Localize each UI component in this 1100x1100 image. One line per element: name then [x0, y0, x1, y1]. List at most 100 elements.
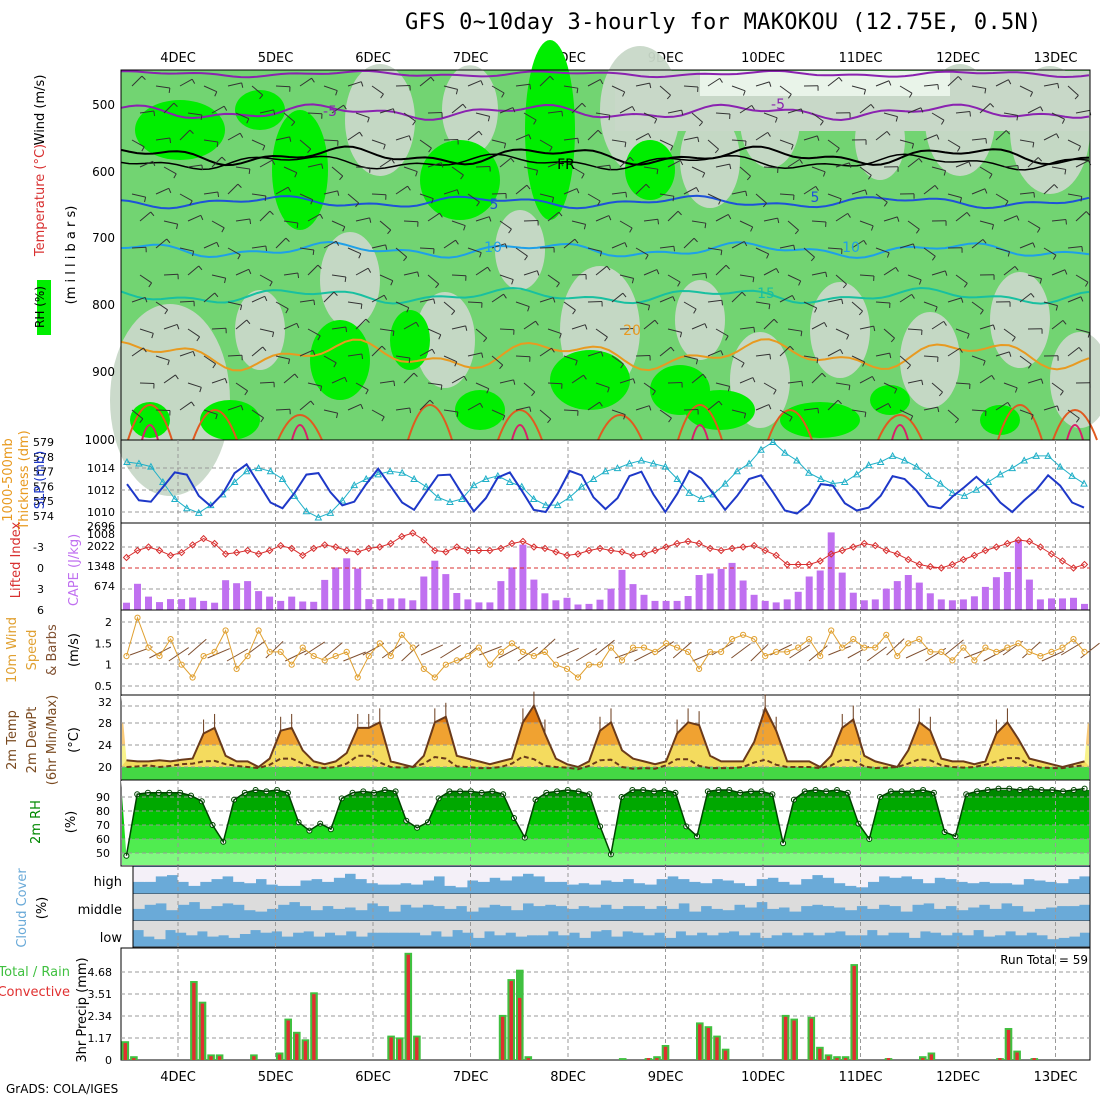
- cloud-gap: [633, 867, 646, 884]
- cloud-gap: [889, 867, 902, 878]
- cape-bar: [156, 602, 163, 610]
- rh-high-region: [390, 310, 430, 370]
- precip-convective-bar: [286, 1020, 290, 1060]
- cloud-gap: [255, 867, 268, 880]
- cape-bar: [662, 600, 670, 610]
- cloud-gap: [345, 921, 357, 932]
- cape-bar: [783, 599, 791, 610]
- cloud-gap: [218, 921, 230, 936]
- cloud-gap: [494, 921, 506, 936]
- cloud-gap: [685, 921, 698, 936]
- cloud-gap: [133, 921, 145, 931]
- temp-tick: 20: [98, 761, 112, 774]
- cape-bar: [486, 602, 494, 610]
- contour-label: -5: [771, 97, 785, 113]
- cloud-gap: [654, 921, 666, 933]
- precip-convective-bar: [252, 1056, 256, 1060]
- rh-high-region: [550, 350, 630, 410]
- cloud-gap: [222, 894, 234, 904]
- cloud-gap: [133, 894, 145, 909]
- cloud-gap: [656, 867, 668, 880]
- cloud-gap: [778, 867, 791, 882]
- rh-tick: 60: [96, 833, 110, 846]
- lifted-index-point: [684, 537, 692, 546]
- cloud-gap: [888, 921, 900, 933]
- cloud-gap: [422, 867, 434, 881]
- cloud-gap: [633, 894, 646, 907]
- precip-convective-bar: [852, 966, 856, 1060]
- cloud-gap: [845, 894, 857, 911]
- temp-contour-25: [997, 404, 1043, 441]
- cloud-gap: [722, 867, 735, 881]
- precip-total-bar: [618, 1058, 627, 1060]
- lifted-index-point: [541, 544, 549, 553]
- precip-convective-bar: [192, 982, 196, 1060]
- cape-bar: [893, 581, 901, 610]
- cloud-gap: [749, 921, 761, 933]
- cloud-gap: [1004, 921, 1017, 932]
- lifted-index-point: [871, 541, 879, 550]
- precip-convective-bar: [723, 1050, 728, 1060]
- cape-bar: [442, 574, 450, 610]
- lifted-index-point: [221, 550, 230, 558]
- temp-contour-minus5: [120, 103, 1090, 122]
- cape-bar: [552, 600, 560, 610]
- wind-barb: [575, 648, 598, 662]
- cloud-gap: [355, 867, 368, 880]
- thickness-point: [924, 471, 933, 479]
- wind-speed-label: 10m Wind: [5, 617, 20, 683]
- cape-tick: 2696: [87, 520, 115, 533]
- lifted-index-point: [321, 541, 329, 549]
- cloud-gap: [166, 894, 179, 911]
- rh-low-region: [990, 272, 1050, 368]
- cloud-gap: [228, 921, 240, 938]
- rh-legend-swatch: [37, 280, 51, 335]
- cloud-gap: [707, 921, 719, 936]
- cloud-gap: [1067, 894, 1080, 907]
- thickness-point: [458, 494, 466, 502]
- cloud-gap: [909, 921, 921, 938]
- cloud-gap: [266, 867, 279, 885]
- cape-bar: [299, 601, 307, 610]
- cloud-gap: [526, 921, 538, 936]
- wind-barb: [226, 648, 249, 662]
- rh-low-region: [810, 282, 870, 378]
- cape-bar: [838, 572, 846, 610]
- cloud-gap: [856, 921, 868, 936]
- lifted-index-point: [243, 546, 252, 555]
- precip-tick: 0: [105, 1054, 112, 1067]
- cloud-gap: [898, 921, 910, 933]
- cape-tick: 1348: [87, 560, 115, 573]
- cloud-gap: [1056, 867, 1069, 884]
- cape-bar: [959, 599, 967, 610]
- cloud-gap: [210, 894, 223, 907]
- cloud-gap: [324, 921, 336, 933]
- thickness-point: [805, 468, 813, 476]
- rh-low-region: [680, 112, 740, 208]
- lifted-index-point: [409, 529, 417, 537]
- temp-contour-25: [767, 409, 813, 441]
- rh-high-region: [870, 385, 910, 415]
- thickness-point: [159, 477, 167, 486]
- cloud-gap: [166, 867, 179, 876]
- cloud-gap: [210, 867, 223, 880]
- pressure-tick: 700: [92, 231, 115, 245]
- cloud-gap: [1012, 867, 1024, 885]
- cloud-gap: [745, 867, 757, 886]
- cloud-gap: [760, 921, 772, 938]
- cloud-gap: [994, 921, 1006, 936]
- lifted-index-point: [607, 546, 615, 555]
- cloud-gap: [466, 894, 479, 912]
- cape-bar: [222, 580, 230, 610]
- wind-barb: [323, 642, 343, 659]
- lifted-index-tick: 6: [37, 604, 44, 617]
- rh-tick: 80: [96, 805, 110, 818]
- lifted-index-point: [926, 562, 935, 571]
- cloud-gap: [255, 894, 268, 912]
- temp-contour-15: [120, 286, 1090, 305]
- cloud-gap: [483, 921, 496, 932]
- cloud-gap: [834, 921, 846, 932]
- precip-convective-bar: [295, 1033, 299, 1060]
- wind-tick: 0.5: [95, 680, 113, 693]
- cloud-gap: [845, 867, 857, 886]
